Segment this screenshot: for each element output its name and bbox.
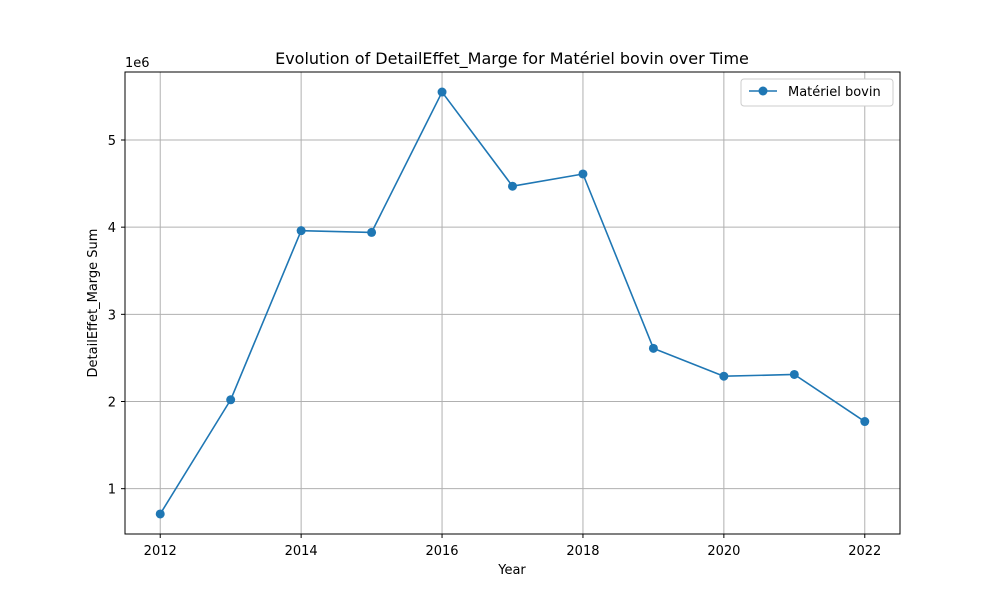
- legend-label: Matériel bovin: [788, 85, 881, 100]
- x-tick-label: 2014: [285, 544, 318, 559]
- chart-title: Evolution of DetailEffet_Marge for Matér…: [275, 49, 749, 69]
- y-tick-label: 1: [108, 483, 116, 498]
- series-layer: [155, 87, 870, 519]
- x-axis-label: Year: [497, 563, 526, 578]
- data-point: [155, 509, 165, 519]
- x-tick-label: 2022: [848, 544, 881, 559]
- data-point: [789, 369, 799, 379]
- data-point: [648, 343, 658, 353]
- y-tick-label: 2: [108, 396, 116, 411]
- x-tick-label: 2016: [425, 544, 458, 559]
- x-tick-label: 2012: [144, 544, 177, 559]
- legend-marker-icon: [758, 86, 768, 96]
- y-offset-label: 1e6: [125, 56, 150, 71]
- data-point: [296, 226, 306, 236]
- data-point: [719, 371, 729, 381]
- axis-ticks: 2012 2014 2016 2018 2020 2022 1 2 3 4 5: [108, 134, 882, 559]
- grid: [125, 72, 900, 534]
- plot-frame: [124, 71, 901, 535]
- y-axis-label: DetailEffet_Marge Sum: [86, 229, 101, 378]
- y-tick-label: 5: [108, 134, 116, 149]
- y-tick-label: 4: [108, 221, 116, 236]
- x-tick-label: 2018: [566, 544, 599, 559]
- data-point: [578, 169, 588, 179]
- data-point: [860, 417, 870, 427]
- data-point: [437, 87, 447, 97]
- data-point: [226, 395, 236, 405]
- series-line: [159, 91, 866, 515]
- data-point: [367, 227, 377, 237]
- legend: Matériel bovin: [740, 78, 894, 107]
- legend-box: [740, 78, 894, 107]
- data-point: [508, 181, 517, 191]
- y-tick-label: 3: [108, 308, 116, 323]
- x-tick-label: 2020: [707, 544, 740, 559]
